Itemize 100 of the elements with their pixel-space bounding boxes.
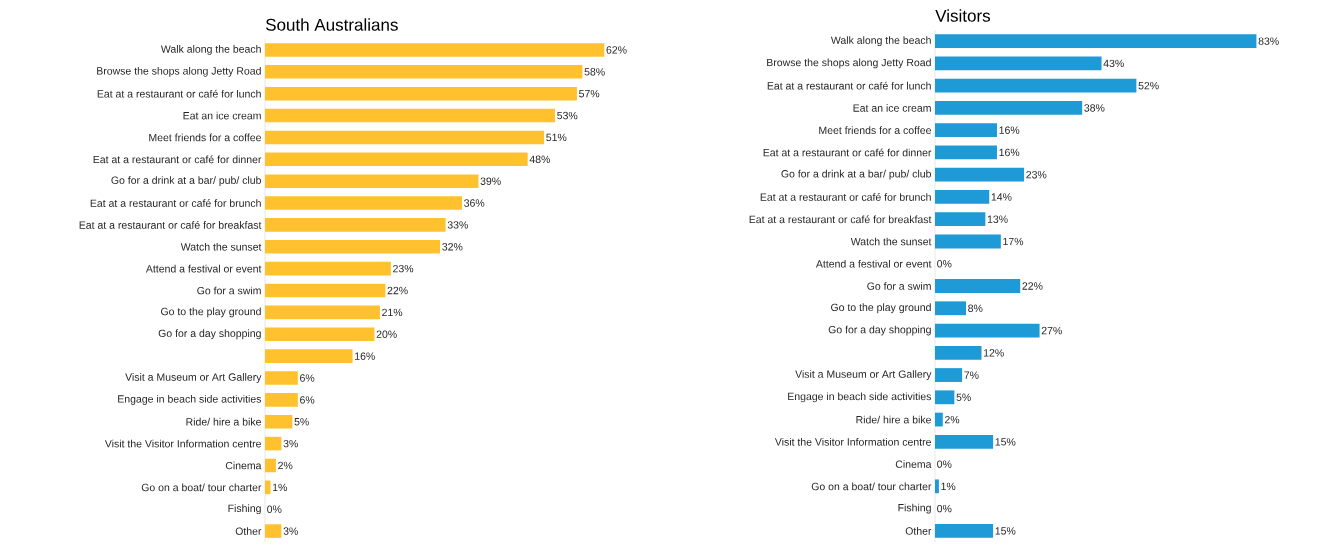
data-label: 32%: [442, 243, 463, 251]
y-tick-label: Eat at a restaurant or café for brunch: [760, 193, 931, 201]
bar: [935, 101, 1083, 115]
data-label: 51%: [546, 133, 567, 142]
bar: [935, 479, 939, 494]
y-tick-label: Visit the Visitor Information centre: [104, 439, 261, 448]
data-label: 6%: [300, 374, 315, 382]
y-tick-label: Attend a festival or event: [145, 264, 262, 273]
bar: [935, 145, 997, 160]
bar: [935, 390, 955, 405]
y-tick-label: Visit the Visitor Information centre: [774, 437, 931, 446]
bar: [935, 234, 1001, 249]
data-label: 2%: [278, 461, 293, 470]
y-tick-label: Go for a day shopping: [828, 325, 931, 336]
data-label: 1%: [272, 483, 287, 492]
data-label: 0%: [937, 260, 952, 268]
y-tick-label: Go for a drink at a bar/ pub/ club: [781, 169, 932, 180]
data-label: 0%: [937, 460, 952, 468]
bar: [935, 123, 997, 138]
y-tick-label: Fishing: [898, 503, 931, 514]
y-tick-label: Eat at a restaurant or café for dinner: [763, 148, 932, 157]
y-tick-label: Cinema: [895, 460, 932, 468]
y-tick-label: Go for a swim: [867, 282, 931, 290]
bar: [265, 261, 391, 276]
data-label: 8%: [968, 304, 983, 312]
data-label: 1%: [941, 482, 956, 491]
y-tick-label: Go on a boat/ tour charter: [141, 483, 262, 492]
data-label: 48%: [529, 155, 551, 164]
y-tick-label: Other: [905, 527, 932, 535]
y-tick-label: Ride/ hire a bike: [856, 415, 931, 424]
bar: [265, 371, 298, 385]
data-label: 12%: [983, 349, 1004, 357]
bar: [935, 434, 994, 449]
chart-title: Visitors: [935, 9, 991, 22]
y-tick-label: Meet friends for a coffee: [149, 133, 261, 142]
bar: [265, 414, 293, 429]
data-label: 2%: [944, 415, 960, 424]
data-label: 39%: [480, 177, 501, 185]
bar: [935, 523, 994, 538]
y-tick-label: Eat at a restaurant or café for breakfast: [79, 220, 262, 229]
bar: [265, 393, 298, 407]
data-label: 23%: [393, 264, 414, 273]
bar: [265, 458, 276, 473]
data-label: 43%: [1103, 59, 1124, 68]
bar: [265, 43, 605, 57]
y-tick-label: Eat at a restaurant or café for breakfast: [749, 215, 932, 224]
bar: [265, 130, 545, 145]
data-label: 52%: [1138, 81, 1159, 90]
y-tick-label: Eat at a restaurant or café for brunch: [90, 199, 261, 207]
bar: [935, 212, 986, 227]
bar: [265, 65, 583, 79]
bar: [935, 323, 1040, 338]
data-label: 0%: [267, 505, 282, 513]
y-tick-label: Go to the play ground: [831, 303, 931, 314]
y-tick-label: Meet friends for a coffee: [819, 126, 931, 135]
bar: [265, 108, 556, 123]
data-label: 62%: [606, 46, 627, 54]
bar: [935, 368, 963, 382]
y-tick-label: Visit a Museum or Art Gallery: [125, 373, 262, 383]
bar: [265, 283, 386, 298]
y-tick-label: Eat at a restaurant or café for lunch: [767, 81, 931, 90]
data-label: 7%: [964, 371, 979, 379]
y-tick-label: Browse the shops along Jetty Road: [767, 58, 931, 69]
chart-title: South Australians: [265, 18, 398, 31]
data-label: 58%: [584, 68, 605, 76]
y-tick-label: Engage in beach side activities: [788, 392, 932, 403]
data-label: 16%: [999, 126, 1020, 134]
y-tick-label: Visit a Museum or Art Gallery: [795, 370, 932, 380]
y-tick-label: Go to the play ground: [161, 307, 261, 318]
bar: [265, 349, 353, 363]
y-tick-label: Attend a festival or event: [815, 259, 932, 268]
y-tick-label: Cinema: [225, 461, 262, 470]
y-tick-label: Go on a boat/ tour charter: [811, 482, 932, 491]
bar: [265, 174, 479, 188]
y-tick-label: Ride/ hire a bike: [186, 417, 261, 426]
data-label: 20%: [376, 330, 397, 338]
data-label: 14%: [991, 193, 1012, 201]
bar: [935, 78, 1137, 93]
data-label: 36%: [464, 199, 485, 207]
bar: [265, 196, 463, 210]
data-label: 57%: [579, 89, 600, 98]
bar: [935, 412, 943, 427]
data-label: 38%: [1084, 104, 1105, 112]
data-label: 83%: [1258, 37, 1279, 45]
y-tick-label: Watch the sunset: [850, 237, 932, 246]
y-tick-label: Go for a drink at a bar/ pub/ club: [111, 176, 261, 187]
y-tick-label: Other: [235, 527, 262, 535]
y-tick-label: Eat an ice cream: [853, 104, 931, 112]
bar: [935, 34, 1257, 49]
y-tick-label: Walk along the beach: [830, 36, 931, 47]
bar: [935, 345, 982, 360]
data-label: 16%: [355, 352, 375, 360]
data-label: 23%: [1026, 170, 1047, 179]
data-label: 15%: [995, 438, 1016, 446]
bar: [265, 152, 528, 167]
data-label: 21%: [382, 308, 403, 317]
bar: [265, 218, 446, 232]
bar: [265, 86, 577, 101]
data-label: 15%: [995, 527, 1016, 535]
bar: [265, 239, 441, 254]
